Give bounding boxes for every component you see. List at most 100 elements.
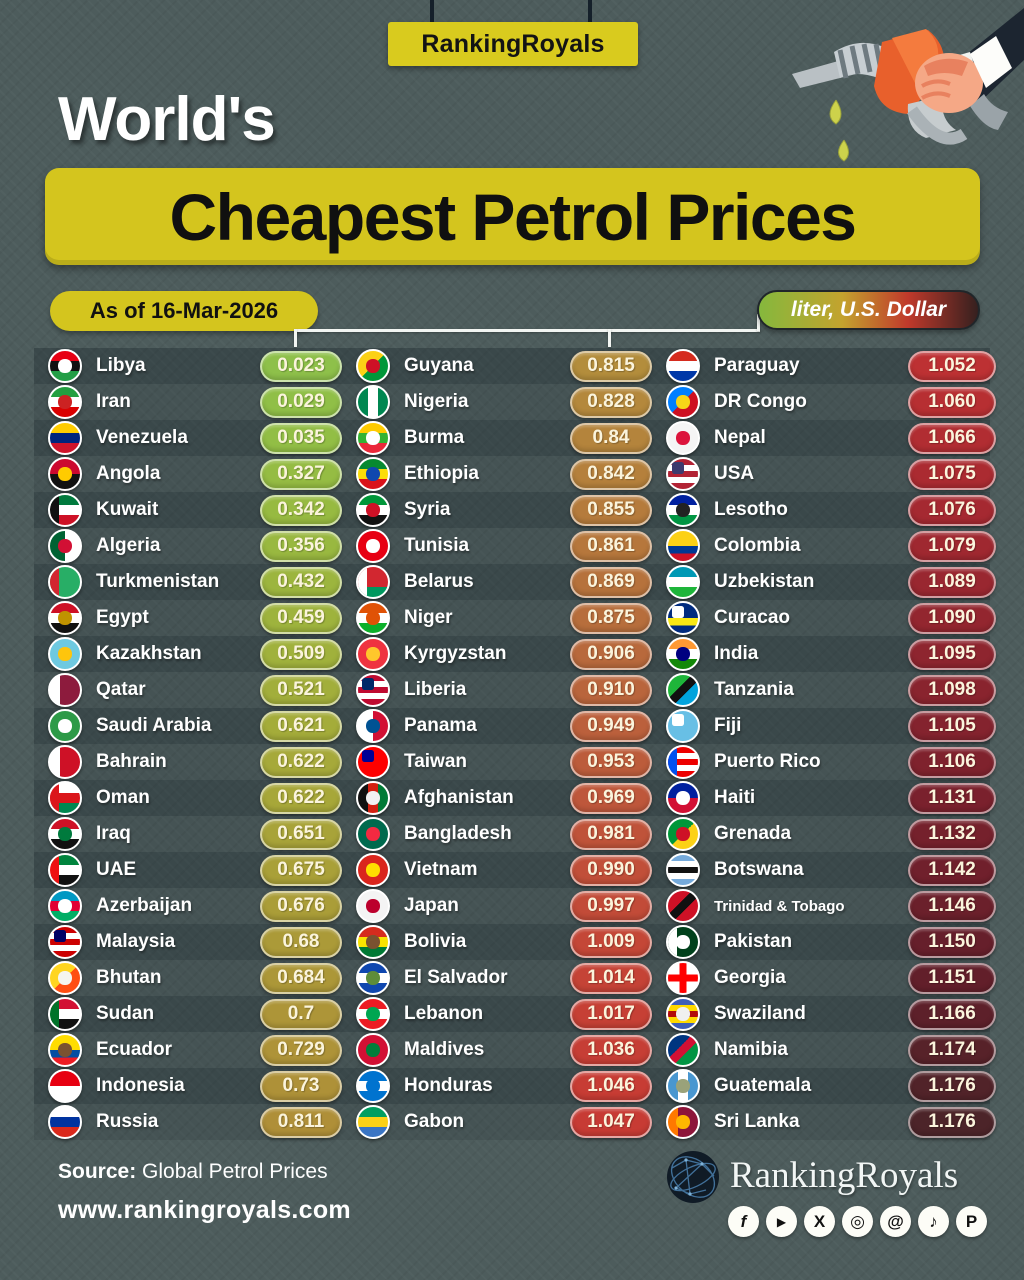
country-row: Egypt 0.459 xyxy=(48,600,342,636)
price-pill: 0.675 xyxy=(260,854,342,886)
country-row: Swaziland 1.166 xyxy=(666,996,996,1032)
price-pill: 1.174 xyxy=(908,1034,996,1066)
row-stripe xyxy=(34,672,990,708)
country-row: Fiji 1.105 xyxy=(666,708,996,744)
flag-icon xyxy=(666,421,700,455)
row-stripe xyxy=(34,960,990,996)
country-label: Georgia xyxy=(714,967,786,988)
price-pill: 0.68 xyxy=(260,926,342,958)
row-stripe xyxy=(34,456,990,492)
flag-emblem xyxy=(58,1043,72,1057)
country-label: Kazakhstan xyxy=(96,643,202,664)
flag-icon xyxy=(356,997,390,1031)
country-row: Grenada 1.132 xyxy=(666,816,996,852)
as-of-date-pill: As of 16-Mar-2026 xyxy=(50,291,318,331)
price-pill: 1.047 xyxy=(570,1106,652,1138)
price-pill: 0.432 xyxy=(260,566,342,598)
country-label: Ecuador xyxy=(96,1039,173,1060)
flag-emblem xyxy=(366,359,380,373)
flag-icon xyxy=(666,637,700,671)
country-label: Lebanon xyxy=(404,1003,484,1024)
price-pill: 0.910 xyxy=(570,674,652,706)
country-label: Tunisia xyxy=(404,535,470,556)
flag-emblem xyxy=(676,1079,690,1093)
flag-emblem xyxy=(676,1115,690,1129)
country-row: Niger 0.875 xyxy=(356,600,652,636)
country-label: Lesotho xyxy=(714,499,788,520)
country-row: Azerbaijan 0.676 xyxy=(48,888,342,924)
country-row: Tunisia 0.861 xyxy=(356,528,652,564)
country-row: Malaysia 0.68 xyxy=(48,924,342,960)
country-label: Iran xyxy=(96,391,131,412)
flag-hoist-bar xyxy=(50,783,59,813)
country-label: Sri Lanka xyxy=(714,1111,800,1132)
country-row: Guyana 0.815 xyxy=(356,348,652,384)
social-instagram-icon[interactable]: ◎ xyxy=(842,1206,873,1237)
social-threads-icon[interactable]: @ xyxy=(880,1206,911,1237)
social-facebook-icon[interactable]: f xyxy=(728,1206,759,1237)
flag-hoist-bar xyxy=(358,567,367,597)
row-stripe xyxy=(34,600,990,636)
flag-icon xyxy=(666,1033,700,1067)
flag-icon xyxy=(666,673,700,707)
connector-line-rise xyxy=(757,314,760,331)
price-pill: 0.861 xyxy=(570,530,652,562)
flag-icon xyxy=(666,745,700,779)
sign-string-left xyxy=(430,0,434,26)
row-stripe xyxy=(34,420,990,456)
country-row: Iraq 0.651 xyxy=(48,816,342,852)
flag-icon xyxy=(666,529,700,563)
flag-icon xyxy=(356,529,390,563)
footer-brand-wordmark: RankingRoyals xyxy=(730,1155,959,1196)
country-label: Kyrgyzstan xyxy=(404,643,507,664)
flag-emblem xyxy=(676,503,690,517)
country-row: Kuwait 0.342 xyxy=(48,492,342,528)
flag-emblem xyxy=(366,647,380,661)
flag-icon xyxy=(666,961,700,995)
country-label: Haiti xyxy=(714,787,756,808)
price-pill: 1.131 xyxy=(908,782,996,814)
country-label: Sudan xyxy=(96,1003,155,1024)
price-pill: 0.842 xyxy=(570,458,652,490)
country-row: Taiwan 0.953 xyxy=(356,744,652,780)
flag-icon xyxy=(666,457,700,491)
flag-icon xyxy=(48,1069,82,1103)
flag-emblem xyxy=(53,930,66,942)
website-link[interactable]: www.rankingroyals.com xyxy=(58,1196,351,1224)
country-row: Lebanon 1.017 xyxy=(356,996,652,1032)
country-label: Puerto Rico xyxy=(714,751,821,772)
flag-icon xyxy=(356,889,390,923)
country-row: Nepal 1.066 xyxy=(666,420,996,456)
price-pill: 0.327 xyxy=(260,458,342,490)
row-stripe xyxy=(34,888,990,924)
flag-icon xyxy=(48,709,82,743)
price-pill: 0.621 xyxy=(260,710,342,742)
flag-hoist-bar xyxy=(50,567,59,597)
country-label: Bangladesh xyxy=(404,823,512,844)
social-tiktok-icon[interactable]: ♪ xyxy=(918,1206,949,1237)
country-row: Georgia 1.151 xyxy=(666,960,996,996)
country-label: Uzbekistan xyxy=(714,571,815,592)
country-row: DR Congo 1.060 xyxy=(666,384,996,420)
country-row: Ecuador 0.729 xyxy=(48,1032,342,1068)
price-pill: 0.953 xyxy=(570,746,652,778)
flag-emblem xyxy=(366,935,380,949)
price-pill: 0.622 xyxy=(260,782,342,814)
ranking-column-1: Libya 0.023 Iran 0.029 Venezuela 0.035 Angola 0… xyxy=(48,348,342,1140)
flag-emblem xyxy=(366,899,380,913)
connector-line-drop1 xyxy=(294,329,297,347)
social-youtube-icon[interactable]: ▶ xyxy=(766,1206,797,1237)
price-pill: 1.060 xyxy=(908,386,996,418)
country-row: Bangladesh 0.981 xyxy=(356,816,652,852)
title-line1: World's xyxy=(58,85,276,154)
price-pill: 0.684 xyxy=(260,962,342,994)
flag-icon xyxy=(48,421,82,455)
social-x-icon[interactable]: X xyxy=(804,1206,835,1237)
ranking-list: Libya 0.023 Iran 0.029 Venezuela 0.035 Angola 0… xyxy=(0,348,1024,1140)
flag-emblem xyxy=(676,1007,690,1021)
flag-emblem xyxy=(58,467,72,481)
price-pill: 0.509 xyxy=(260,638,342,670)
price-pill: 1.146 xyxy=(908,890,996,922)
social-pinterest-icon[interactable]: P xyxy=(956,1206,987,1237)
country-row: Sudan 0.7 xyxy=(48,996,342,1032)
